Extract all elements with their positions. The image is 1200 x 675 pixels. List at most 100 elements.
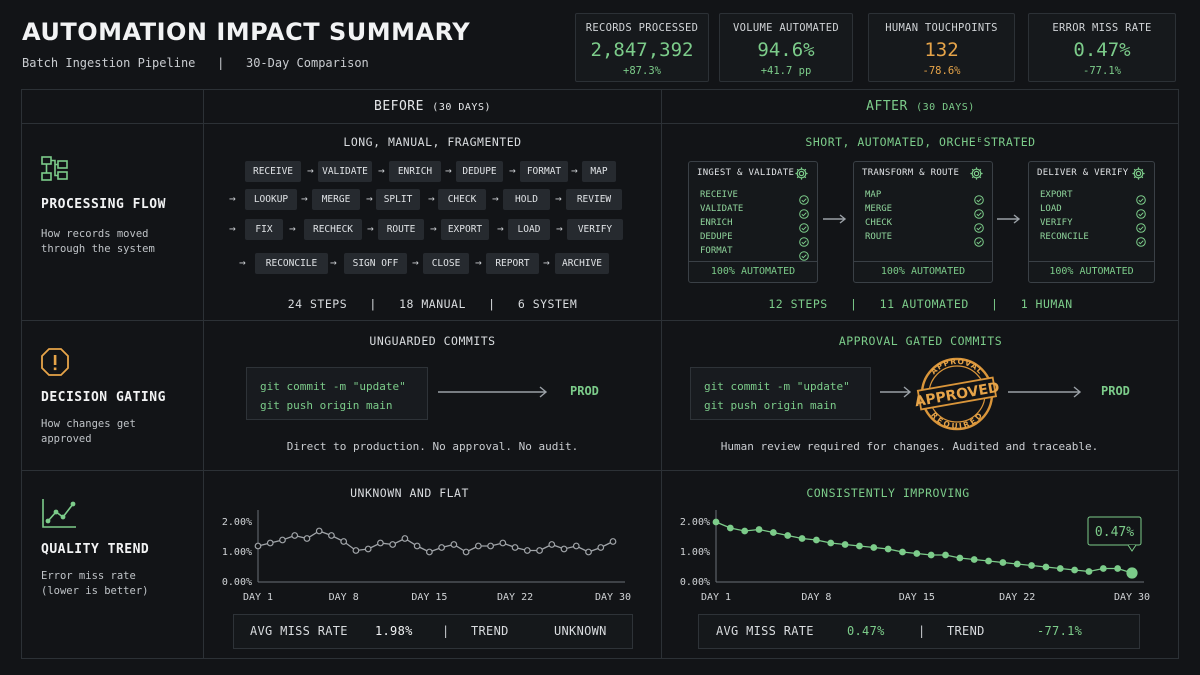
data-point (377, 539, 384, 547)
flow-step-chip: MERGE (312, 189, 360, 210)
arrow-right-icon: → (497, 222, 504, 235)
kpi-value: 2,847,392 (590, 39, 694, 61)
check-circle-icon (974, 204, 984, 219)
check-circle-icon (799, 246, 809, 261)
quality-after-heading: CONSISTENTLY IMPROVING (806, 486, 970, 500)
x-tick-label: DAY 15 (899, 592, 935, 602)
data-point (956, 554, 964, 562)
trend-value: UNKNOWN (554, 624, 607, 638)
arrow-right-icon: → (445, 164, 452, 177)
check-circle-icon (799, 204, 809, 219)
y-tick-label: 0.00% (222, 577, 252, 588)
data-point (291, 532, 299, 539)
gating-before-heading: UNGUARDED COMMITS (369, 334, 496, 348)
x-tick-label: DAY 22 (497, 592, 533, 602)
data-point (279, 536, 286, 544)
kpi-change: -78.6% (922, 65, 961, 77)
flow-step-chip: SIGN OFF (344, 253, 407, 274)
data-point (487, 542, 494, 550)
data-point (1028, 562, 1035, 569)
column-days: (30 DAYS) (916, 102, 975, 113)
kpi-change: +41.7 pp (760, 65, 812, 77)
flow-step-chip: ARCHIVE (555, 253, 609, 274)
arrow-right-icon (1008, 386, 1082, 398)
svg-text:REQUIRED: REQUIRED (929, 410, 984, 430)
trend-label: TREND (947, 624, 985, 638)
stage-title: TRANSFORM & ROUTE (862, 168, 960, 178)
prod-target-after: PROD (1101, 384, 1130, 398)
data-point (970, 556, 978, 563)
data-point (1114, 565, 1122, 572)
quality-chart-after: 2.00% 1.00% 0.00% DAY 1 DAY 8 DAY 15 DAY 22 DAY… (680, 510, 1150, 602)
prod-target-before: PROD (570, 384, 599, 398)
data-point (813, 536, 820, 544)
kpi-value: 94.6% (757, 39, 815, 61)
code-line: git push origin main (260, 399, 393, 412)
check-circle-icon (974, 218, 984, 233)
check-circle-icon (974, 232, 984, 247)
arrow-right-icon: → (239, 256, 246, 269)
gear-icon (1131, 166, 1146, 185)
code-block-after: git commit -m "update" git push origin m… (690, 367, 871, 420)
arrow-right-icon: → (430, 222, 437, 235)
data-point (413, 542, 421, 550)
arrow-right-icon: → (229, 192, 236, 205)
stage-card: INGEST & VALIDATE RECEIVE VALIDATE ENRICH DE… (688, 161, 818, 283)
flow-step-chip: RECHECK (304, 219, 362, 240)
data-point (597, 544, 605, 551)
x-tick-label: DAY 15 (411, 592, 447, 602)
kpi-label: VOLUME AUTOMATED (733, 22, 839, 34)
stage-card: TRANSFORM & ROUTE MAP MERGE CHECK ROUTE 100% … (853, 161, 993, 283)
flow-step-chip: DEDUPE (456, 161, 503, 182)
flow-step-chip: CHECK (438, 189, 486, 210)
stage-step: RECONCILE (1040, 232, 1089, 242)
y-tick-label: 2.00% (222, 517, 252, 528)
kpi-change: +87.3% (623, 65, 661, 77)
section-title-quality-trend: QUALITY TREND (41, 542, 150, 557)
x-tick-label: DAY 1 (701, 592, 731, 602)
stage-footer: 100% AUTOMATED (854, 261, 992, 282)
flow-step-chip: ROUTE (378, 219, 424, 240)
section-title-processing-flow: PROCESSING FLOW (41, 197, 166, 212)
flow-step-chip: RECONCILE (255, 253, 328, 274)
trend-value: -77.1% (1037, 624, 1083, 638)
kpi-human-touchpoints: HUMAN TOUCHPOINTS 132 -78.6% (868, 13, 1015, 82)
data-point (856, 542, 863, 550)
data-point (769, 529, 777, 536)
data-point (884, 545, 892, 553)
arrow-right-icon: → (289, 222, 296, 235)
flow-step-chip: EXPORT (441, 219, 489, 240)
grid-divider (661, 89, 662, 659)
code-line: git commit -m "update" (704, 380, 850, 393)
data-point (841, 541, 849, 548)
flow-step-chip: REVIEW (566, 189, 622, 210)
arrow-right-icon: → (428, 192, 435, 205)
data-point (784, 532, 792, 539)
flow-step-chip: SPLIT (376, 189, 420, 210)
arrow-right-icon: → (378, 164, 385, 177)
section-desc-decision-gating: How changes get approved (41, 418, 136, 445)
kpi-label: RECORDS PROCESSED (585, 22, 699, 34)
flow-after-footer: 12 STEPS | 11 AUTOMATED | 1 HUMAN (768, 297, 1073, 311)
value-callout (1087, 516, 1142, 546)
data-point (913, 550, 921, 557)
data-point (899, 548, 906, 556)
arrow-right-icon: → (556, 222, 563, 235)
check-circle-icon (1136, 218, 1146, 233)
x-tick-label: DAY 8 (329, 592, 359, 602)
kpi-records-processed: RECORDS PROCESSED 2,847,392 +87.3% (575, 13, 709, 82)
stage-footer: 100% AUTOMATED (689, 261, 817, 282)
arrow-right-icon (997, 214, 1021, 224)
data-point (450, 541, 458, 548)
data-point (712, 518, 720, 526)
code-line: git push origin main (704, 399, 837, 412)
stage-step: VERIFY (1040, 218, 1073, 228)
arrow-right-icon: → (412, 256, 419, 269)
warning-shield-icon (41, 348, 69, 376)
flow-step-chip: VERIFY (567, 219, 623, 240)
arrow-right-icon (823, 214, 847, 224)
data-point (741, 527, 749, 535)
y-tick-label: 1.00% (222, 547, 252, 558)
column-header-after: AFTER (30 DAYS) (662, 99, 1179, 114)
data-point (328, 532, 335, 539)
